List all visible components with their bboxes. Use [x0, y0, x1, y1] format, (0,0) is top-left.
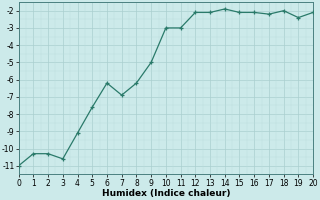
X-axis label: Humidex (Indice chaleur): Humidex (Indice chaleur) [102, 189, 230, 198]
